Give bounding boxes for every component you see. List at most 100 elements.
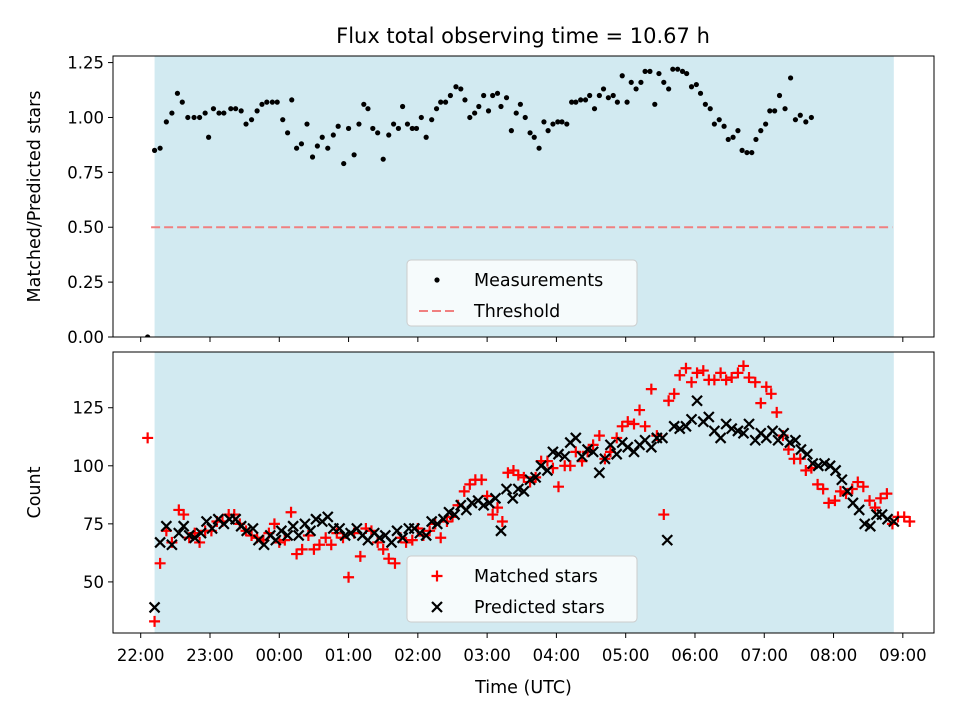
measurement-point <box>429 117 435 123</box>
measurement-point <box>490 92 496 99</box>
matched-point <box>708 374 720 386</box>
measurement-point <box>666 86 672 92</box>
matched-point <box>464 478 476 490</box>
measurement-point <box>365 106 371 112</box>
predicted-point <box>160 520 173 532</box>
measurement-point <box>797 112 803 118</box>
predicted-point <box>166 538 178 551</box>
measurement-point <box>782 106 788 112</box>
matched-point <box>743 372 755 384</box>
measurement-point <box>564 121 570 127</box>
matched-point <box>154 557 166 569</box>
measurement-point <box>202 110 208 116</box>
measurement-point <box>749 149 755 156</box>
matched-point <box>593 430 605 442</box>
measurement-point <box>418 114 424 121</box>
series-dot <box>145 66 814 337</box>
measurement-point <box>314 143 320 149</box>
matched-point <box>898 511 910 523</box>
matched-point <box>406 534 418 546</box>
series-x <box>148 394 900 614</box>
measurement-point <box>767 108 773 114</box>
measurement-point <box>380 156 386 162</box>
measurement-point <box>293 145 300 151</box>
measurement-point <box>458 86 464 92</box>
predicted-point <box>570 432 582 444</box>
matched-point <box>834 485 846 497</box>
legend-marker-measurements <box>434 277 440 283</box>
measurement-point <box>555 119 561 125</box>
matched-point <box>354 550 366 562</box>
matched-point <box>760 381 772 393</box>
measurement-point <box>697 90 704 96</box>
measurement-point <box>661 79 667 85</box>
measurement-point <box>550 121 556 127</box>
measurement-point <box>264 99 270 105</box>
predicted-point <box>703 411 715 423</box>
predicted-point <box>552 448 565 460</box>
y-axis-label: Count <box>25 466 45 518</box>
measurement-point <box>345 125 352 132</box>
matched-point <box>476 474 488 486</box>
matched-point <box>634 404 646 416</box>
matched-point <box>142 432 154 444</box>
plot-area <box>142 360 916 627</box>
matched-point <box>435 532 447 544</box>
matched-point <box>628 418 640 430</box>
measurement-point <box>284 130 291 136</box>
measurement-point <box>453 84 459 90</box>
x-tick-label: 23:00 <box>186 646 234 665</box>
predicted-point <box>240 525 253 537</box>
measurement-point <box>670 66 676 72</box>
measurement-point <box>559 119 565 125</box>
measurement-point <box>679 68 686 74</box>
measurement-point <box>498 103 504 110</box>
measurement-point <box>610 92 616 99</box>
measurement-point <box>808 114 814 121</box>
plot-area <box>145 66 893 337</box>
matched-point <box>502 467 514 479</box>
measurement-point <box>330 132 336 138</box>
legend: Measurements Threshold <box>406 259 638 327</box>
measurement-point <box>395 125 402 132</box>
x-tick-label: 05:00 <box>602 646 650 665</box>
measurement-point <box>375 130 381 136</box>
predicted-point <box>448 508 461 521</box>
measurement-point <box>758 128 764 134</box>
matched-point <box>680 362 692 374</box>
measurement-point <box>688 84 695 90</box>
predicted-point <box>385 536 398 549</box>
measurement-point <box>233 106 239 112</box>
y-tick-label: 100 <box>73 457 105 476</box>
measurement-point <box>591 106 598 112</box>
matched-point <box>715 367 727 379</box>
x-tick-label: 07:00 <box>740 646 788 665</box>
predicted-point <box>206 522 218 535</box>
measurement-point <box>730 134 736 140</box>
axes-frame <box>112 351 935 634</box>
legend-marker-matched <box>431 570 443 582</box>
matched-point <box>852 476 864 488</box>
predicted-point <box>154 536 166 549</box>
x-tick-label: 01:00 <box>325 646 373 665</box>
measurement-point <box>614 99 620 105</box>
matched-point <box>541 455 553 467</box>
measurement-point <box>197 114 203 121</box>
y-tick-label: 125 <box>73 399 105 418</box>
legend-label: Threshold <box>473 302 560 322</box>
matched-point <box>291 548 303 560</box>
matched-point <box>285 506 297 518</box>
measurement-point <box>409 125 415 132</box>
predicted-point <box>604 439 617 451</box>
y-tick-label: 1.25 <box>67 54 104 73</box>
measurement-point <box>442 99 449 105</box>
x-tick-label: 03:00 <box>463 646 511 665</box>
legend: Matched stars Predicted stars <box>406 555 638 623</box>
measurement-point <box>582 97 589 103</box>
measurement-point <box>527 130 533 136</box>
predicted-point <box>691 394 703 407</box>
measurement-point <box>151 147 158 153</box>
matched-point <box>313 539 325 551</box>
predicted-point <box>258 538 270 551</box>
predicted-point <box>292 529 305 542</box>
